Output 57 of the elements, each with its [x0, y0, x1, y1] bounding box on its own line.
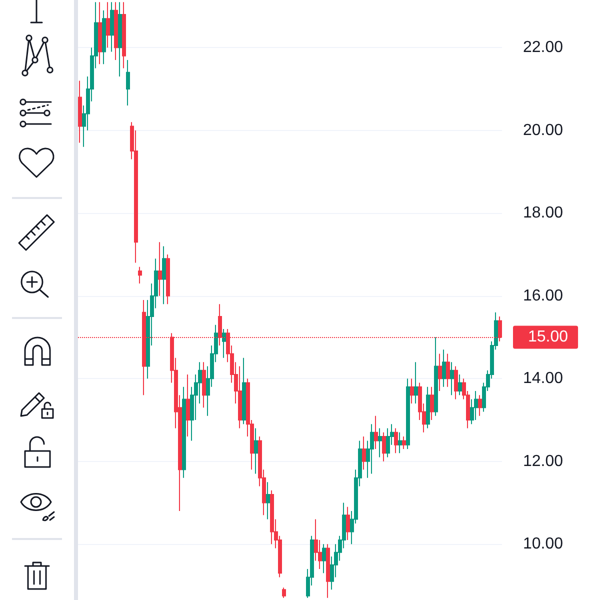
candlestick [202, 362, 206, 408]
candlestick [270, 490, 274, 545]
candlestick [374, 415, 378, 450]
candlestick [478, 394, 482, 416]
ref-line-label: 15.00 [528, 328, 568, 346]
candlestick [326, 544, 330, 598]
candlestick [238, 366, 242, 429]
candlestick [394, 428, 398, 454]
y-tick-label: 10.00 [523, 536, 564, 553]
candlestick [126, 60, 130, 106]
candlestick [386, 428, 390, 458]
candlestick [282, 587, 286, 598]
y-tick-label: 12.00 [523, 452, 564, 470]
candlestick [454, 366, 458, 400]
candlestick [110, 2, 114, 52]
candlestick [182, 386, 186, 478]
candlestick [242, 357, 246, 425]
candlestick [158, 242, 162, 296]
y-tick-label: 20.00 [523, 122, 564, 139]
candlestick [122, 2, 126, 69]
candlestick [114, 2, 118, 60]
candlestick [438, 353, 442, 392]
candlestick [362, 436, 366, 470]
y-tick-label: 18.00 [523, 204, 564, 222]
candlestick [186, 374, 190, 438]
candlestick [118, 2, 122, 78]
candlestick [106, 2, 110, 48]
candlestick [138, 266, 142, 284]
candlestick [370, 424, 374, 474]
candlestick [98, 2, 102, 65]
y-tick-label: 14.00 [523, 370, 564, 388]
candlestick [78, 80, 82, 144]
candlestick [414, 362, 418, 404]
candlestick [406, 378, 410, 450]
candlestick [162, 246, 166, 305]
candlestick [446, 353, 450, 388]
candlestick [222, 328, 226, 358]
candlestick [346, 506, 350, 540]
candlestick [434, 336, 438, 416]
candlestick [410, 378, 414, 404]
candlestick [442, 349, 446, 388]
candlestick [430, 386, 434, 420]
candlestick [474, 390, 478, 420]
y-tick-label: 22.00 [523, 39, 564, 56]
candlestick [382, 432, 386, 462]
candlestick [450, 362, 454, 396]
candlestick [102, 10, 106, 65]
candlestick [254, 428, 258, 474]
candlestick [458, 374, 462, 396]
candlestick [166, 254, 170, 305]
candlestick [266, 482, 270, 520]
candlestick [322, 544, 326, 574]
candlestick [378, 428, 382, 458]
y-tick-label: 16.00 [523, 287, 564, 304]
candlestick [398, 432, 402, 454]
candlestick [402, 436, 406, 450]
candlestick [426, 386, 430, 429]
